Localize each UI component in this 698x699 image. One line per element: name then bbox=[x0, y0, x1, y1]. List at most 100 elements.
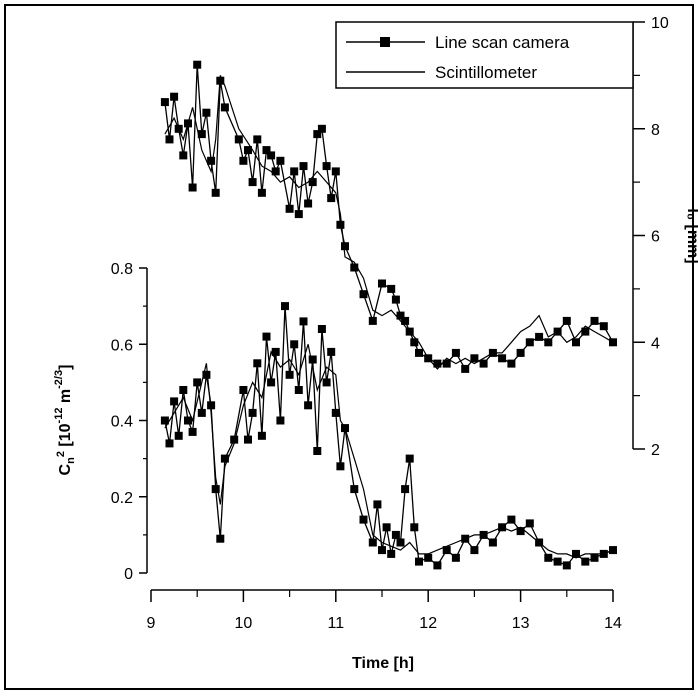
lower-axes: 0 0.2 0.4 0.6 0.8 9 10 11 12 13 14 bbox=[111, 261, 622, 632]
lower-camera-point bbox=[193, 378, 202, 387]
upper-camera-point bbox=[193, 60, 202, 69]
upper-camera-point bbox=[299, 162, 308, 171]
lower-camera-point bbox=[433, 561, 442, 570]
lower-camera-point bbox=[290, 340, 299, 349]
upper-camera-point bbox=[562, 316, 571, 325]
upper-series-group bbox=[160, 60, 617, 373]
upper-camera-point bbox=[267, 151, 276, 160]
legend-marker-camera bbox=[380, 37, 390, 47]
lower-camera-point bbox=[391, 530, 400, 539]
upper-camera-point bbox=[322, 162, 331, 171]
upper-camera-point bbox=[507, 359, 516, 368]
lower-camera-point bbox=[544, 553, 553, 562]
lower-camera-point bbox=[410, 523, 419, 532]
upper-camera-point bbox=[313, 130, 322, 139]
lower-camera-point bbox=[382, 523, 391, 532]
upper-camera-point bbox=[378, 279, 386, 288]
upper-camera-point bbox=[470, 354, 479, 363]
lower-camera-point bbox=[313, 447, 322, 455]
upper-camera-point bbox=[599, 322, 608, 331]
upper-camera-point bbox=[294, 210, 303, 219]
left-y-axis-label: Cn2 [10-12 m-2/3] bbox=[53, 365, 77, 476]
lower-camera-point bbox=[211, 485, 220, 494]
lower-camera-point bbox=[160, 416, 169, 425]
lower-camera-point bbox=[317, 325, 326, 333]
x-tick-label: 14 bbox=[604, 615, 622, 632]
upper-camera-point bbox=[248, 178, 257, 187]
lower-camera-point bbox=[304, 401, 313, 410]
lower-camera-point bbox=[442, 546, 451, 555]
upper-axes: 2 4 6 8 10 bbox=[632, 15, 669, 459]
x-tick-label: 12 bbox=[419, 615, 437, 632]
legend-label-scintillometer: Scintillometer bbox=[435, 63, 537, 82]
upper-camera-point bbox=[525, 338, 534, 347]
upper-camera-point bbox=[535, 332, 544, 341]
lower-camera-point bbox=[188, 427, 197, 436]
lower-camera-point bbox=[174, 431, 183, 440]
x-tick-label: 10 bbox=[235, 615, 253, 632]
upper-camera-point bbox=[304, 199, 313, 208]
lower-camera-point bbox=[271, 347, 280, 356]
upper-camera-point bbox=[262, 146, 271, 155]
lower-camera-point bbox=[405, 454, 414, 463]
upper-camera-point bbox=[451, 348, 460, 357]
x-tick-label: 9 bbox=[147, 615, 156, 632]
upper-camera-point bbox=[396, 311, 405, 320]
lower-camera-point bbox=[239, 386, 248, 394]
lower-camera-point bbox=[170, 397, 179, 406]
x-tick-label: 13 bbox=[512, 615, 530, 632]
upper-camera-point bbox=[188, 183, 197, 192]
upper-camera-point bbox=[368, 316, 377, 325]
x-tick-label: 11 bbox=[327, 615, 344, 632]
upper-camera-point bbox=[498, 354, 507, 363]
outer-border bbox=[4, 4, 694, 690]
lower-camera-point bbox=[197, 408, 206, 417]
lower-camera-point bbox=[525, 519, 534, 528]
lower-camera-point bbox=[336, 462, 345, 471]
lower-camera-point bbox=[165, 439, 174, 448]
upper-camera-point bbox=[442, 359, 451, 368]
lower-camera-point bbox=[207, 401, 216, 410]
upper-camera-point bbox=[211, 188, 220, 197]
lower-camera-point bbox=[179, 386, 188, 394]
lower-camera-point bbox=[285, 370, 294, 379]
right-y-tick-label: 4 bbox=[651, 335, 660, 352]
lower-camera-point bbox=[470, 546, 479, 555]
lower-camera-point bbox=[299, 317, 308, 326]
upper-camera-point bbox=[433, 359, 442, 368]
upper-camera-point bbox=[244, 146, 252, 155]
lower-camera-point bbox=[244, 435, 252, 444]
lower-camera-point bbox=[253, 359, 262, 368]
lower-series-group bbox=[160, 302, 617, 570]
right-y-axis-label: l₀ [mm] bbox=[684, 208, 698, 263]
lower-y-tick-label: 0.2 bbox=[111, 490, 133, 507]
x-axis-label: Time [h] bbox=[352, 655, 414, 672]
lower-camera-point bbox=[590, 553, 599, 562]
upper-camera-point bbox=[590, 316, 599, 325]
upper-camera-point bbox=[544, 338, 553, 347]
upper-camera-point bbox=[401, 316, 410, 325]
legend-box bbox=[335, 21, 634, 89]
upper-camera-point bbox=[387, 284, 396, 293]
lower-camera-point bbox=[507, 515, 516, 524]
lower-camera-point bbox=[553, 557, 562, 566]
upper-camera-point bbox=[257, 188, 266, 197]
upper-camera-point bbox=[220, 103, 229, 112]
upper-camera-point bbox=[331, 167, 340, 176]
lower-camera-point bbox=[281, 302, 289, 311]
lower-camera-point bbox=[572, 549, 580, 558]
upper-camera-point bbox=[207, 156, 216, 165]
lower-camera-point bbox=[396, 538, 405, 547]
lower-camera-point bbox=[378, 546, 386, 555]
upper-camera-point bbox=[308, 178, 317, 187]
lower-camera-point bbox=[373, 500, 382, 509]
upper-camera-point bbox=[285, 204, 294, 213]
lower-camera-point bbox=[308, 355, 317, 364]
lower-camera-point bbox=[581, 557, 590, 566]
upper-camera-point bbox=[317, 124, 326, 133]
right-y-tick-label: 8 bbox=[651, 122, 660, 139]
right-y-tick-label: 6 bbox=[651, 229, 660, 246]
upper-camera-point bbox=[271, 167, 280, 176]
lower-camera-point bbox=[516, 527, 525, 536]
upper-camera-point bbox=[239, 156, 248, 165]
